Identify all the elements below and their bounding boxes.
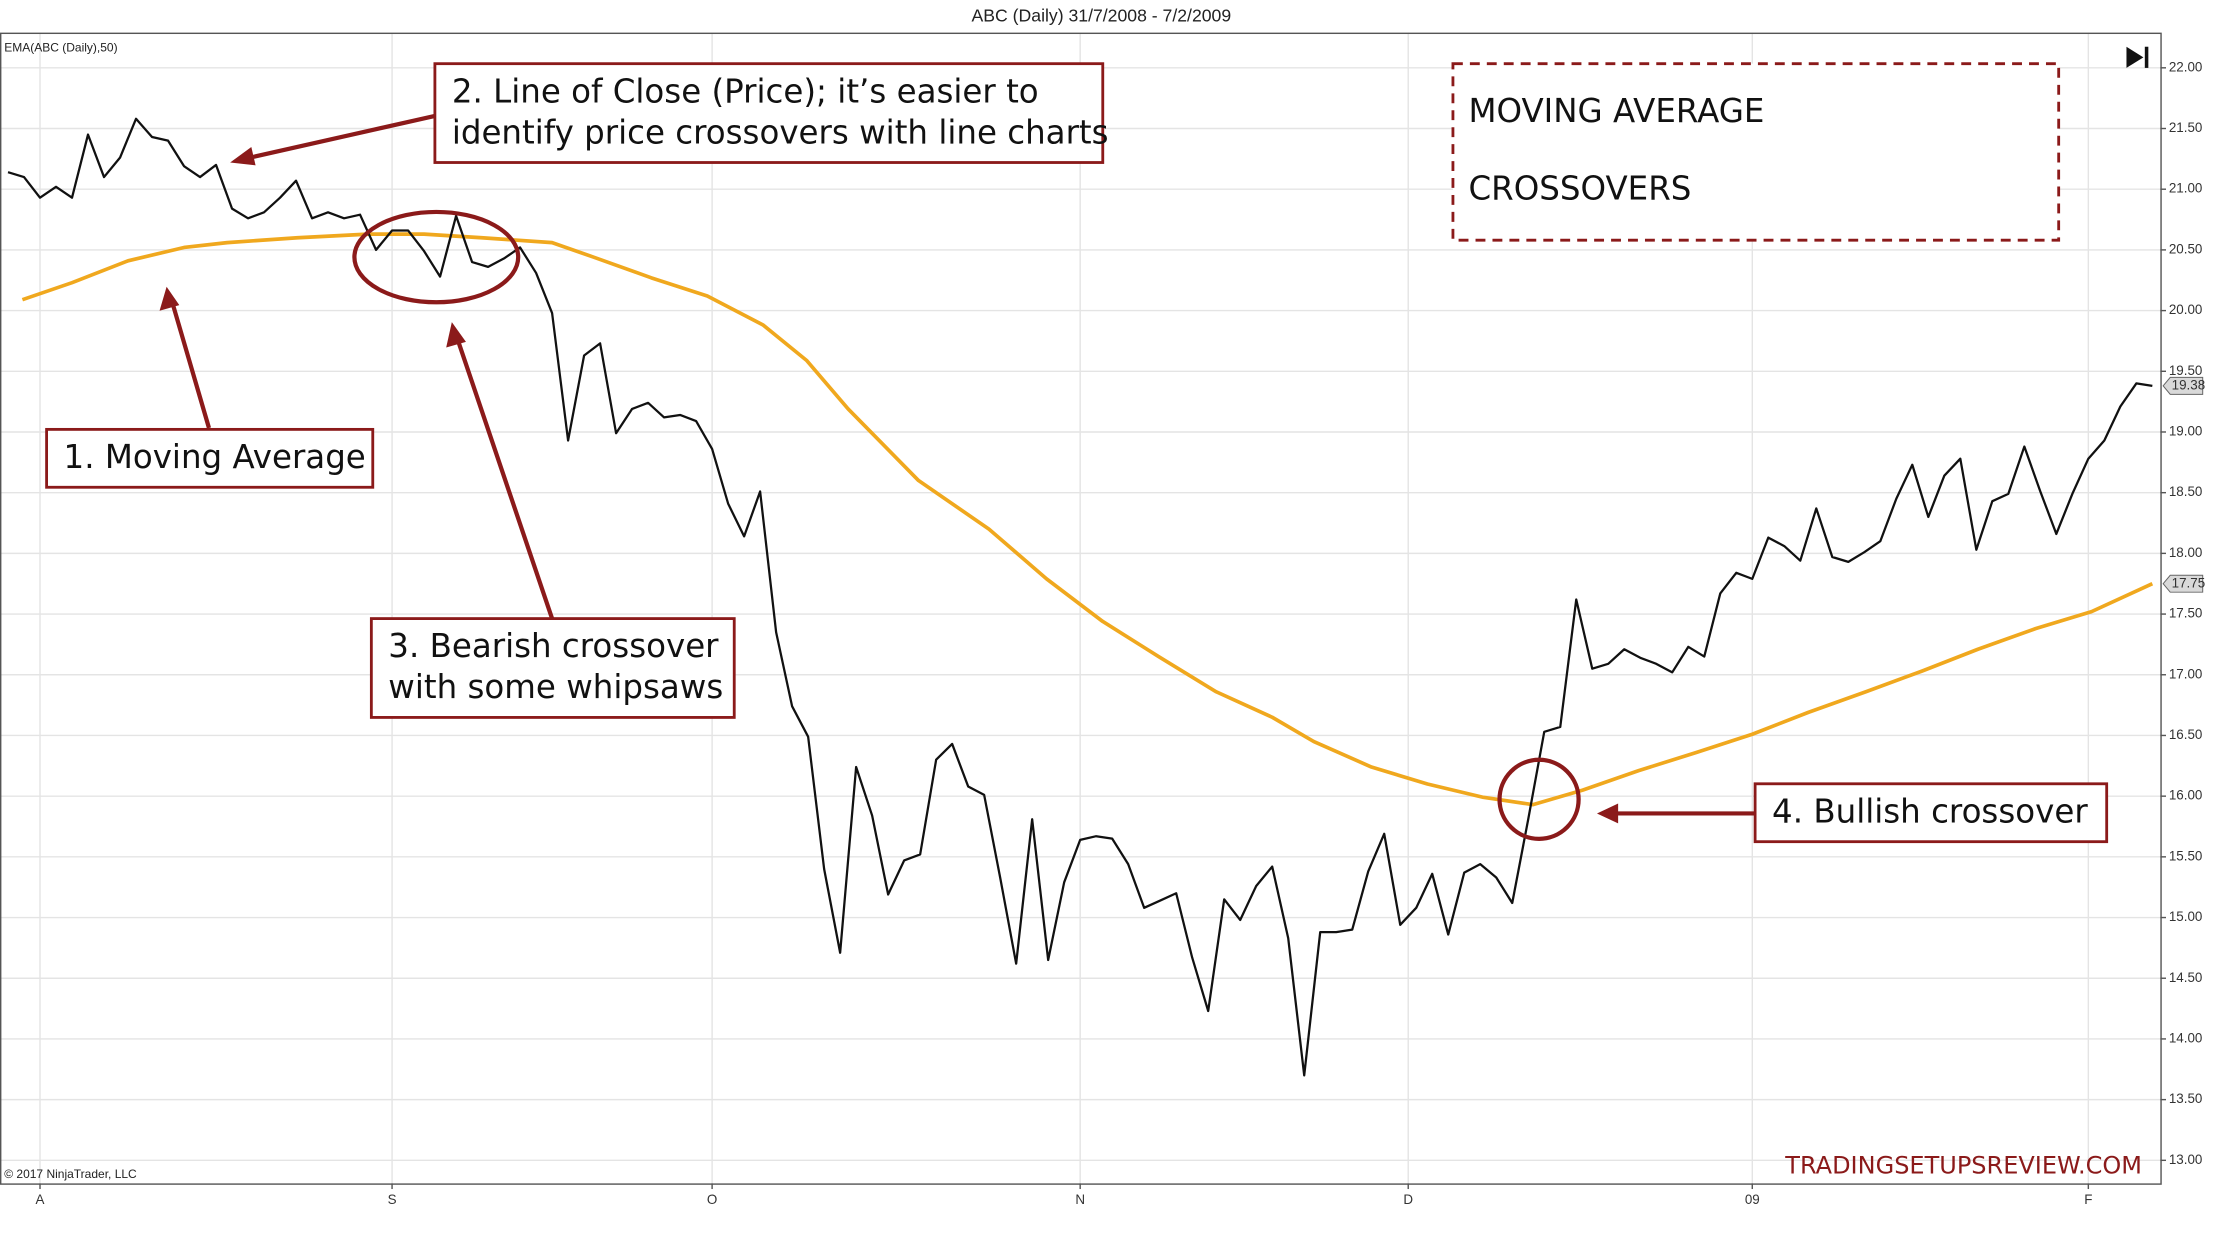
headline: MOVING AVERAGE <box>1468 92 1764 130</box>
arrow-heads <box>159 146 1619 824</box>
last-value-tag <box>2162 574 2204 593</box>
ema-line <box>21 232 2154 807</box>
x-tick-label: O <box>707 1192 717 1207</box>
y-tick-label: 15.00 <box>2169 909 2203 924</box>
x-tick-label: 09 <box>1745 1192 1760 1207</box>
annotation-text: 1. Moving Average <box>64 438 366 476</box>
y-tick-label: 17.00 <box>2169 666 2203 681</box>
last-value-label: 17.75 <box>2172 575 2206 590</box>
scroll-end-icon <box>2126 46 2149 68</box>
y-tick-label: 21.00 <box>2169 181 2203 196</box>
annotation-text: identify price crossovers with line char… <box>452 113 1109 151</box>
y-tick-label: 21.50 <box>2169 120 2203 135</box>
series-layer <box>7 117 2154 1077</box>
annotation-boxes <box>45 62 2109 844</box>
last-value-label: 19.38 <box>2172 377 2206 392</box>
y-tick-label: 13.00 <box>2169 1152 2203 1167</box>
y-tick-label: 13.50 <box>2169 1091 2203 1106</box>
y-tick-label: 16.50 <box>2169 727 2203 742</box>
y-tick-label: 18.50 <box>2169 484 2203 499</box>
price-line <box>7 117 2153 1077</box>
watermark: TRADINGSETUPSREVIEW.COM <box>1784 1151 2142 1179</box>
y-tick-label: 18.00 <box>2169 545 2203 560</box>
y-tick-label: 16.00 <box>2169 788 2203 803</box>
x-tick-label: A <box>36 1192 45 1207</box>
annotation-shapes <box>170 113 1756 841</box>
y-tick-label: 15.50 <box>2169 848 2203 863</box>
y-tick-label: 22.00 <box>2169 59 2203 74</box>
last-value-tag <box>2162 376 2204 395</box>
y-tick-label: 14.50 <box>2169 970 2203 985</box>
copyright: © 2017 NinjaTrader, LLC <box>4 1167 137 1181</box>
annotation-text: 2. Line of Close (Price); it’s easier to <box>452 72 1039 110</box>
y-tick-label: 20.50 <box>2169 241 2203 256</box>
x-tick-label: D <box>1403 1192 1413 1207</box>
y-tick-label: 14.00 <box>2169 1030 2203 1045</box>
annotation-text: 4. Bullish crossover <box>1772 792 2088 830</box>
x-tick-label: F <box>2084 1192 2092 1207</box>
annotation-text: 3. Bearish crossover <box>388 627 719 665</box>
headline: CROSSOVERS <box>1468 170 1691 208</box>
y-tick-label: 19.00 <box>2169 424 2203 439</box>
indicator-label: EMA(ABC (Daily),50) <box>4 40 117 54</box>
x-tick-label: S <box>388 1192 397 1207</box>
x-tick-label: N <box>1075 1192 1085 1207</box>
y-tick-label: 20.00 <box>2169 302 2203 317</box>
annotation-text: with some whipsaws <box>388 668 723 706</box>
y-tick-label: 17.50 <box>2169 606 2203 621</box>
chart-title: ABC (Daily) 31/7/2008 - 7/2/2009 <box>972 6 1232 26</box>
y-tick-label: 19.50 <box>2169 363 2203 378</box>
